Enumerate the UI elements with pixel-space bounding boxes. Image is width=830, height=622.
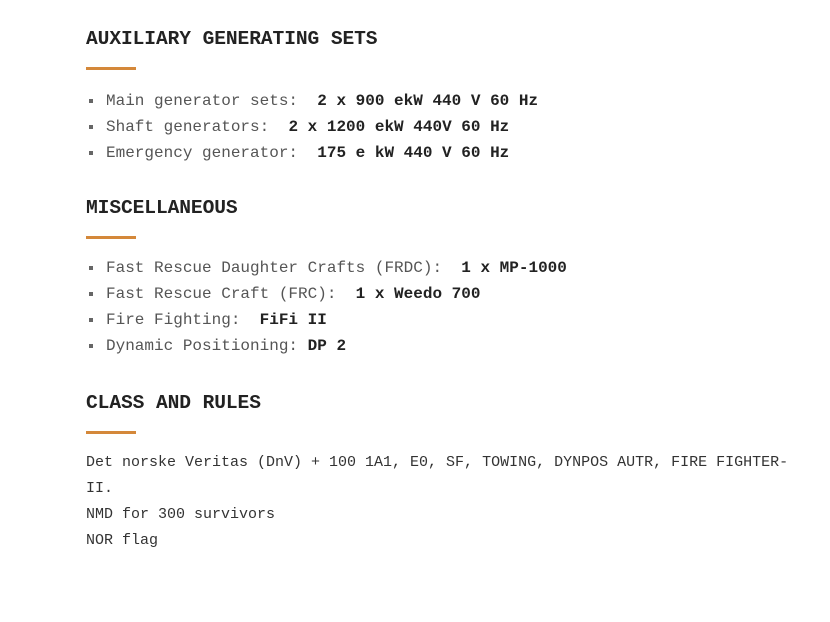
list-item: Fast Rescue Daughter Crafts (FRDC): 1 x … xyxy=(89,255,567,281)
class-line: II. xyxy=(86,480,114,497)
item-label: Emergency generator: xyxy=(106,144,299,162)
spec-list: Main generator sets: 2 x 900 ekW 440 V 6… xyxy=(89,88,539,166)
accent-underline xyxy=(86,431,136,434)
item-value: 175 e kW 440 V 60 Hz xyxy=(317,144,510,162)
item-label: Dynamic Positioning: xyxy=(106,337,299,355)
accent-underline xyxy=(86,236,136,239)
item-value: 1 x Weedo 700 xyxy=(355,285,481,303)
item-label: Fast Rescue Daughter Crafts (FRDC): xyxy=(106,259,443,277)
list-item: Dynamic Positioning: DP 2 xyxy=(89,333,567,359)
bullet-icon xyxy=(89,318,93,322)
spec-list: Fast Rescue Daughter Crafts (FRDC): 1 x … xyxy=(89,255,567,359)
bullet-icon xyxy=(89,266,93,270)
item-value: 1 x MP-1000 xyxy=(461,259,567,277)
section-title: CLASS AND RULES xyxy=(86,392,261,414)
item-label: Fast Rescue Craft (FRC): xyxy=(106,285,337,303)
class-text: Det norske Veritas (DnV) + 100 1A1, E0, … xyxy=(86,450,788,554)
item-value: 2 x 900 ekW 440 V 60 Hz xyxy=(317,92,539,110)
class-line: Det norske Veritas (DnV) + 100 1A1, E0, … xyxy=(86,454,789,471)
class-line: NMD for 300 survivors xyxy=(86,506,276,523)
bullet-icon xyxy=(89,125,93,129)
list-item: Fast Rescue Craft (FRC): 1 x Weedo 700 xyxy=(89,281,567,307)
section-class-and-rules: CLASS AND RULES Det norske Veritas (DnV)… xyxy=(86,391,788,554)
item-value: DP 2 xyxy=(307,337,347,355)
list-item: Main generator sets: 2 x 900 ekW 440 V 6… xyxy=(89,88,539,114)
section-title: MISCELLANEOUS xyxy=(86,197,238,219)
list-item: Emergency generator: 175 e kW 440 V 60 H… xyxy=(89,140,538,166)
accent-underline xyxy=(86,67,136,70)
item-label: Fire Fighting: xyxy=(106,311,241,329)
item-label: Shaft generators: xyxy=(106,118,270,136)
bullet-icon xyxy=(89,292,93,296)
class-line: NOR flag xyxy=(86,532,159,549)
list-item: Shaft generators: 2 x 1200 ekW 440V 60 H… xyxy=(89,114,538,140)
bullet-icon xyxy=(89,151,93,155)
list-item: Fire Fighting: FiFi II xyxy=(89,307,567,333)
item-value: FiFi II xyxy=(259,311,327,329)
item-label: Main generator sets: xyxy=(106,92,299,110)
bullet-icon xyxy=(89,344,93,348)
item-value: 2 x 1200 ekW 440V 60 Hz xyxy=(288,118,510,136)
bullet-icon xyxy=(89,99,93,103)
section-title: AUXILIARY GENERATING SETS xyxy=(86,28,378,50)
section-auxiliary-generating-sets: AUXILIARY GENERATING SETS Main generator… xyxy=(86,27,538,162)
section-miscellaneous: MISCELLANEOUS Fast Rescue Daughter Craft… xyxy=(86,196,567,355)
